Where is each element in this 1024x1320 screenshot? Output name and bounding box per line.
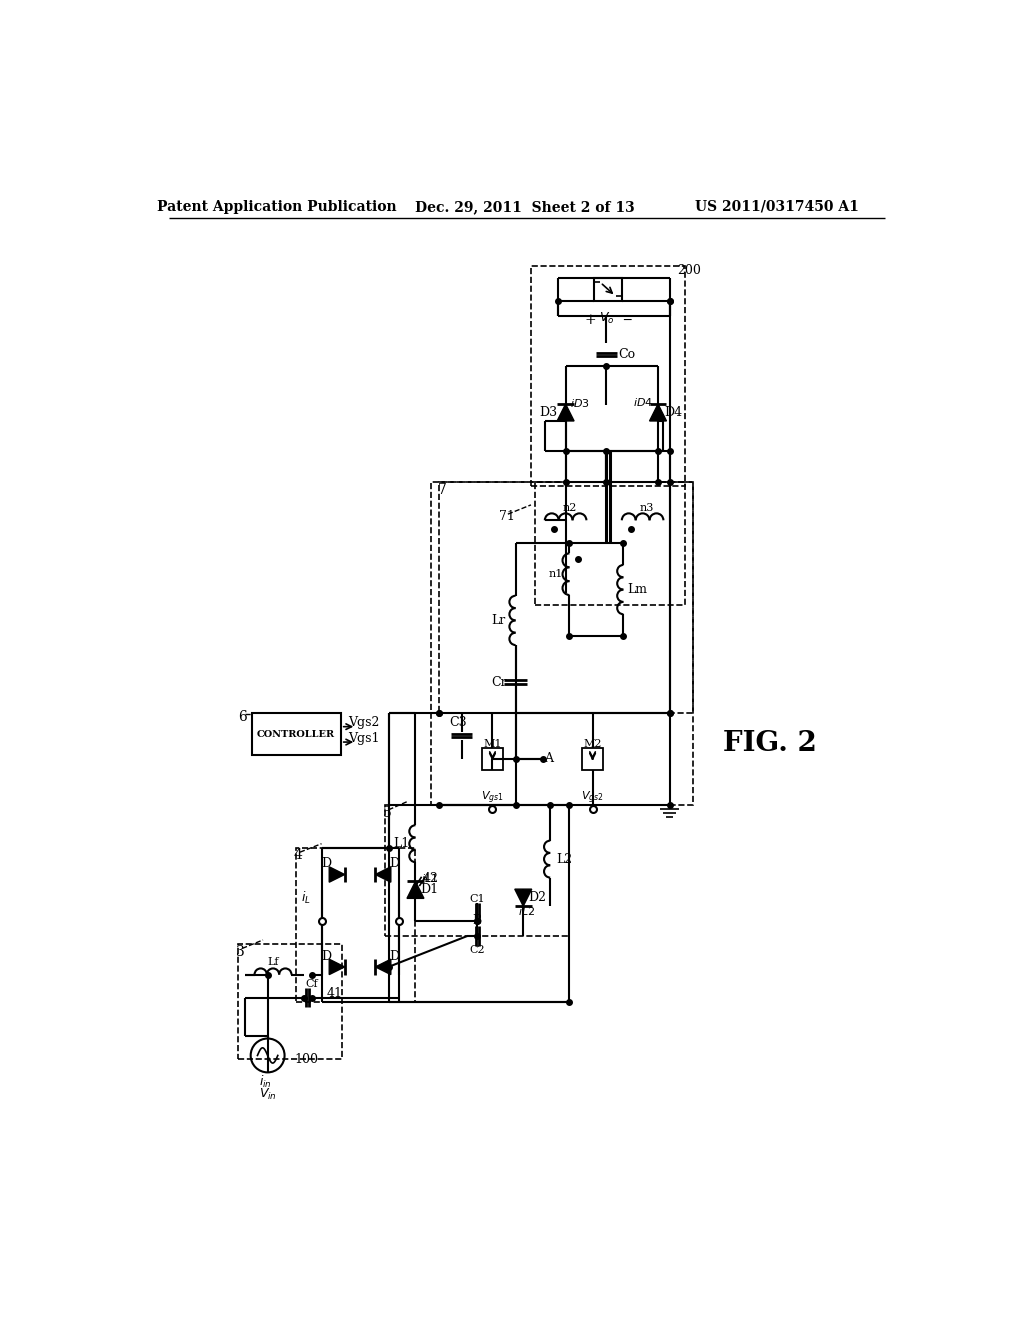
Text: Lf: Lf <box>267 957 279 968</box>
Text: $iD3$: $iD3$ <box>569 397 590 409</box>
Text: D: D <box>322 857 331 870</box>
Text: C3: C3 <box>449 715 467 729</box>
Polygon shape <box>649 404 667 421</box>
Text: D: D <box>389 949 399 962</box>
Text: +: + <box>585 313 596 327</box>
Text: D2: D2 <box>528 891 546 904</box>
Text: M2: M2 <box>584 739 602 748</box>
Text: M1: M1 <box>483 739 502 748</box>
Text: $iD4$: $iD4$ <box>633 396 652 408</box>
Text: D4: D4 <box>665 407 682 418</box>
Bar <box>431 482 692 805</box>
Text: Dec. 29, 2011  Sheet 2 of 13: Dec. 29, 2011 Sheet 2 of 13 <box>415 199 635 214</box>
Text: 6: 6 <box>239 710 248 723</box>
Text: n3: n3 <box>639 503 653 513</box>
Text: $i_{in}$: $i_{in}$ <box>259 1074 271 1090</box>
Text: 5: 5 <box>383 807 391 820</box>
Text: Lm: Lm <box>628 583 647 597</box>
Text: 42: 42 <box>423 871 439 884</box>
Bar <box>239 944 342 1059</box>
Text: C1: C1 <box>469 894 485 904</box>
Polygon shape <box>407 882 424 899</box>
Bar <box>481 748 503 770</box>
Text: Lr: Lr <box>492 614 506 627</box>
Text: Vgs1: Vgs1 <box>348 731 380 744</box>
Text: 100: 100 <box>294 1053 318 1065</box>
Polygon shape <box>330 867 345 882</box>
Polygon shape <box>515 890 531 906</box>
Text: L2: L2 <box>556 853 572 866</box>
Bar <box>582 748 603 770</box>
Text: $V_o$: $V_o$ <box>599 312 614 326</box>
Text: CONTROLLER: CONTROLLER <box>257 730 335 739</box>
Text: A: A <box>544 752 553 766</box>
Text: C2: C2 <box>469 945 485 954</box>
Bar <box>594 277 622 301</box>
Text: Co: Co <box>618 348 636 362</box>
Text: L1: L1 <box>393 837 410 850</box>
Text: Cf: Cf <box>305 979 317 989</box>
Text: D: D <box>389 857 399 870</box>
Text: D: D <box>322 949 331 962</box>
Text: 3: 3 <box>237 945 245 958</box>
Bar <box>252 713 341 755</box>
Text: Patent Application Publication: Patent Application Publication <box>157 199 396 214</box>
Text: B: B <box>472 915 481 927</box>
Text: D3: D3 <box>540 407 558 418</box>
Text: FIG. 2: FIG. 2 <box>723 730 816 758</box>
Text: $V_{in}$: $V_{in}$ <box>259 1086 276 1101</box>
Text: Cr: Cr <box>490 676 507 689</box>
Bar <box>385 805 569 936</box>
Text: 7: 7 <box>438 483 446 496</box>
Bar <box>531 267 685 486</box>
Bar <box>535 482 685 605</box>
Bar <box>438 482 692 713</box>
Polygon shape <box>376 867 391 882</box>
Text: $iL1$: $iL1$ <box>421 873 438 884</box>
Text: n1: n1 <box>549 569 563 579</box>
Polygon shape <box>557 404 574 421</box>
Text: D1: D1 <box>420 883 438 896</box>
Text: ─: ─ <box>624 314 631 326</box>
Text: US 2011/0317450 A1: US 2011/0317450 A1 <box>695 199 859 214</box>
Text: n2: n2 <box>562 503 577 513</box>
Text: 41: 41 <box>327 987 343 1001</box>
Text: $iL2$: $iL2$ <box>518 906 536 917</box>
Text: Vgs2: Vgs2 <box>348 717 380 730</box>
Text: 200: 200 <box>677 264 700 277</box>
Text: $V_{gs2}$: $V_{gs2}$ <box>582 789 604 805</box>
Text: 4: 4 <box>294 849 303 862</box>
Bar <box>296 847 416 1002</box>
Text: 71: 71 <box>499 510 515 523</box>
Text: $V_{gs1}$: $V_{gs1}$ <box>481 789 504 805</box>
Text: $i_L$: $i_L$ <box>301 890 311 906</box>
Polygon shape <box>376 960 391 974</box>
Polygon shape <box>330 960 345 974</box>
